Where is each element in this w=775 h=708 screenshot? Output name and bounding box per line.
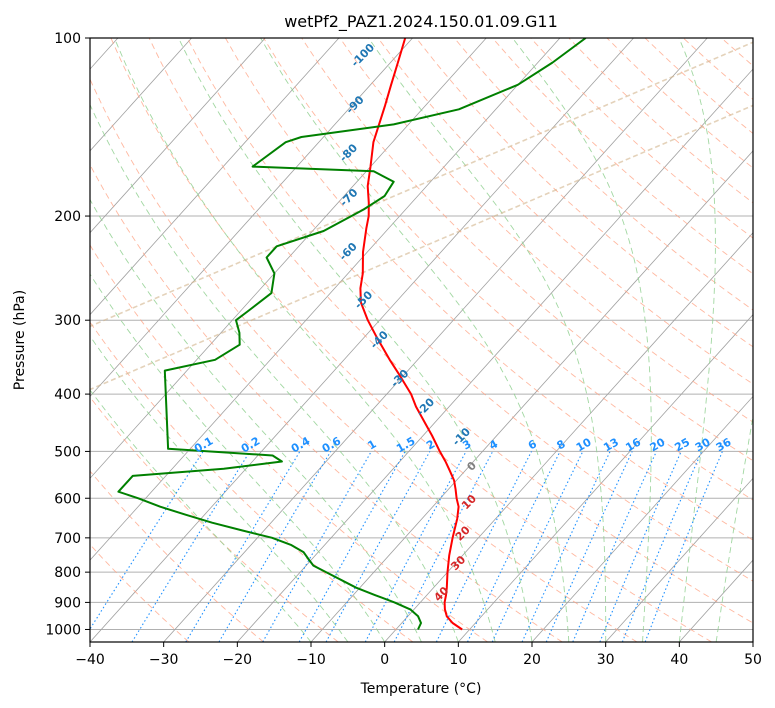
dry-adiabat-line xyxy=(760,38,775,642)
moist-adiabat-line xyxy=(113,38,496,642)
isotherm-line xyxy=(237,68,753,642)
isotherm-line xyxy=(90,38,413,398)
mixing-ratio-line xyxy=(572,451,657,642)
mixing-ratio-line xyxy=(262,451,372,642)
moist-adiabat-line xyxy=(368,38,607,642)
hour-line xyxy=(90,104,753,391)
dry-adiabat-line xyxy=(90,163,563,642)
chart-title: wetPf2_PAZ1.2024.150.01.09.G11 xyxy=(284,12,558,32)
isotherm-line xyxy=(90,38,340,316)
dry-adiabat-line xyxy=(90,244,488,642)
y-tick-label: 900 xyxy=(54,595,81,611)
isotherm-line xyxy=(90,38,266,234)
y-axis-label: Pressure (hPa) xyxy=(12,290,28,390)
isotherm-line xyxy=(90,38,634,642)
x-tick-label: 30 xyxy=(597,652,615,668)
mixing-ratio-line xyxy=(435,451,532,642)
mixing-ratio-line xyxy=(644,451,723,642)
dry-adiabat-line xyxy=(90,470,264,642)
moist-adiabat-line xyxy=(678,38,716,642)
plot-area xyxy=(90,38,753,642)
moist-adiabat-line xyxy=(178,38,533,642)
mixing-ratio-line xyxy=(90,451,204,631)
isotherm-line xyxy=(90,38,192,152)
y-tick-label: 400 xyxy=(54,387,81,403)
dry-adiabat-line xyxy=(110,38,712,642)
y-tick-label: 800 xyxy=(54,565,81,581)
moist-adiabat-line xyxy=(90,273,386,642)
x-tick-label: −10 xyxy=(296,652,326,668)
isotherm-line xyxy=(384,232,753,642)
isotherm-line xyxy=(90,38,561,561)
moist-adiabat-line xyxy=(90,389,312,642)
plot-frame xyxy=(89,37,754,643)
moist-adiabat-line xyxy=(260,38,570,642)
dewpoint-line xyxy=(117,38,587,630)
moist-adiabat-line xyxy=(715,414,753,642)
moist-adiabat-line xyxy=(90,103,459,642)
dry-adiabat-line xyxy=(148,38,753,624)
isotherm-line xyxy=(163,38,708,642)
mixing-ratio-line xyxy=(599,451,682,642)
mixing-ratio-line xyxy=(131,451,251,642)
mixing-ratio-line xyxy=(298,451,406,642)
y-tick-label: 600 xyxy=(54,491,81,507)
isotherm-line xyxy=(310,150,753,642)
x-tick-label: −20 xyxy=(223,652,253,668)
isotherm-line xyxy=(90,38,487,479)
y-tick-label: 700 xyxy=(54,531,81,547)
y-tick-label: 300 xyxy=(54,313,81,329)
dry-adiabat-line xyxy=(90,396,339,642)
hour-line xyxy=(90,41,753,328)
isotherm-line xyxy=(752,641,753,642)
isotherm-line xyxy=(458,313,753,642)
dry-adiabat-line xyxy=(415,38,753,348)
y-tick-label: 100 xyxy=(54,31,81,47)
mixing-ratio-line xyxy=(545,451,633,642)
isotherm-line xyxy=(605,477,753,642)
x-tick-label: −40 xyxy=(75,652,105,668)
moist-adiabat-line xyxy=(512,38,652,642)
mixing-ratio-line xyxy=(621,451,703,642)
x-tick-label: −30 xyxy=(149,652,179,668)
dry-adiabat-line xyxy=(90,321,414,642)
dry-adiabat-line xyxy=(453,38,753,311)
x-tick-label: 50 xyxy=(744,652,762,668)
dry-adiabat-line xyxy=(90,543,190,642)
x-tick-label: 10 xyxy=(449,652,467,668)
mixing-ratio-line xyxy=(325,451,431,642)
x-tick-label: 0 xyxy=(380,652,389,668)
temperature-line xyxy=(359,38,463,631)
x-tick-label: 20 xyxy=(523,652,541,668)
y-tick-label: 200 xyxy=(54,209,81,225)
y-tick-label: 500 xyxy=(54,444,81,460)
x-axis-label: Temperature (°C) xyxy=(360,681,482,697)
x-tick-label: 40 xyxy=(670,652,688,668)
isotherm-line xyxy=(531,395,753,642)
moist-adiabat-line xyxy=(90,335,349,642)
y-tick-label: 1000 xyxy=(45,622,81,638)
